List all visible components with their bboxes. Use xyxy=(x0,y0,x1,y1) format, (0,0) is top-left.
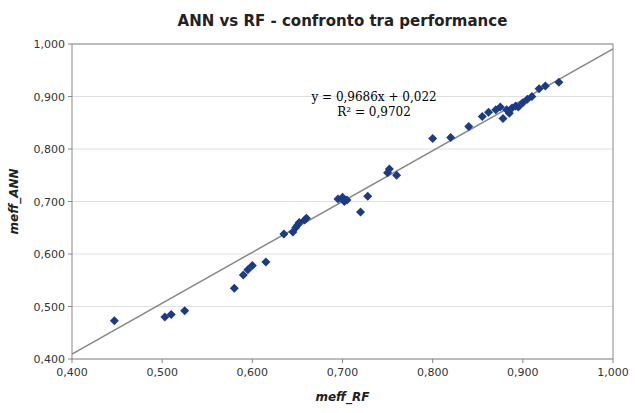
tick-label: 0,800 xyxy=(34,143,66,156)
scatter-point xyxy=(279,230,288,239)
tick-mark xyxy=(252,359,253,363)
trend-line xyxy=(72,49,613,354)
y-axis-label: meff_ANN xyxy=(7,168,22,234)
tick-mark xyxy=(162,359,163,363)
scatter-point xyxy=(167,310,176,319)
tick-label: 0,700 xyxy=(327,366,359,379)
plot-area xyxy=(72,49,613,354)
tick-mark xyxy=(68,254,72,255)
scatter-point xyxy=(261,257,270,266)
tick-mark xyxy=(68,306,72,307)
scatter-point xyxy=(343,195,352,204)
grid xyxy=(72,44,613,359)
tick-label: 0,500 xyxy=(146,366,178,379)
tick-mark xyxy=(72,359,73,363)
scatter-point xyxy=(302,214,311,223)
scatter-point xyxy=(446,133,455,142)
tick-label: 0,900 xyxy=(507,366,539,379)
chart: 0,400 0,500 0,600 0,700 0,800 0,900 1,000 0,400… xyxy=(0,0,635,413)
tick-mark xyxy=(432,359,433,363)
tick-mark xyxy=(342,359,343,363)
scatter-point xyxy=(356,208,365,217)
annotation: y = 0,9686x + 0,022 xyxy=(310,90,436,104)
tick-label: 0,500 xyxy=(34,301,66,314)
scatter-point xyxy=(248,261,257,270)
scatter-point xyxy=(554,78,563,87)
tick-label: 0,400 xyxy=(34,353,66,366)
tick-label: 0,400 xyxy=(56,366,88,379)
tick-label: 0,800 xyxy=(417,366,449,379)
axes: 0,400 0,500 0,600 0,700 0,800 0,900 1,000 0,400… xyxy=(34,38,629,379)
x-axis-label: meff_RF xyxy=(315,390,370,405)
scatter-point xyxy=(230,284,239,293)
tick-mark xyxy=(522,359,523,363)
tick-mark xyxy=(68,201,72,202)
tick-label: 0,600 xyxy=(34,248,66,261)
grid-line xyxy=(72,149,613,150)
tick-label: 0,900 xyxy=(34,91,66,104)
scatter-point xyxy=(392,171,401,180)
plot-frame xyxy=(72,44,613,359)
tick-label: 0,700 xyxy=(34,196,66,209)
grid-line xyxy=(72,254,613,255)
title: ANN vs RF - confronto tra performance xyxy=(178,12,508,30)
scatter-point xyxy=(180,306,189,315)
scatter-point xyxy=(110,316,119,325)
scatter-point xyxy=(464,122,473,131)
chart-container: 0,400 0,500 0,600 0,700 0,800 0,900 1,000 0,400… xyxy=(0,0,635,413)
tick-mark xyxy=(68,44,72,45)
tick-label: 1,000 xyxy=(34,38,66,51)
tick-mark xyxy=(68,96,72,97)
grid-line xyxy=(72,306,613,307)
tick-mark xyxy=(68,359,72,360)
tick-label: 1,000 xyxy=(597,366,629,379)
scatter-point xyxy=(541,82,550,91)
scatter-point xyxy=(363,192,372,201)
scatter-point xyxy=(498,114,507,123)
annotation: R² = 0,9702 xyxy=(337,105,411,119)
scatter-point xyxy=(484,108,493,117)
tick-mark xyxy=(613,359,614,363)
tick-label: 0,600 xyxy=(237,366,269,379)
scatter-point xyxy=(385,164,394,173)
background xyxy=(0,0,635,413)
scatter-point xyxy=(428,134,437,143)
tick-mark xyxy=(68,149,72,150)
scatter-point xyxy=(527,92,536,101)
